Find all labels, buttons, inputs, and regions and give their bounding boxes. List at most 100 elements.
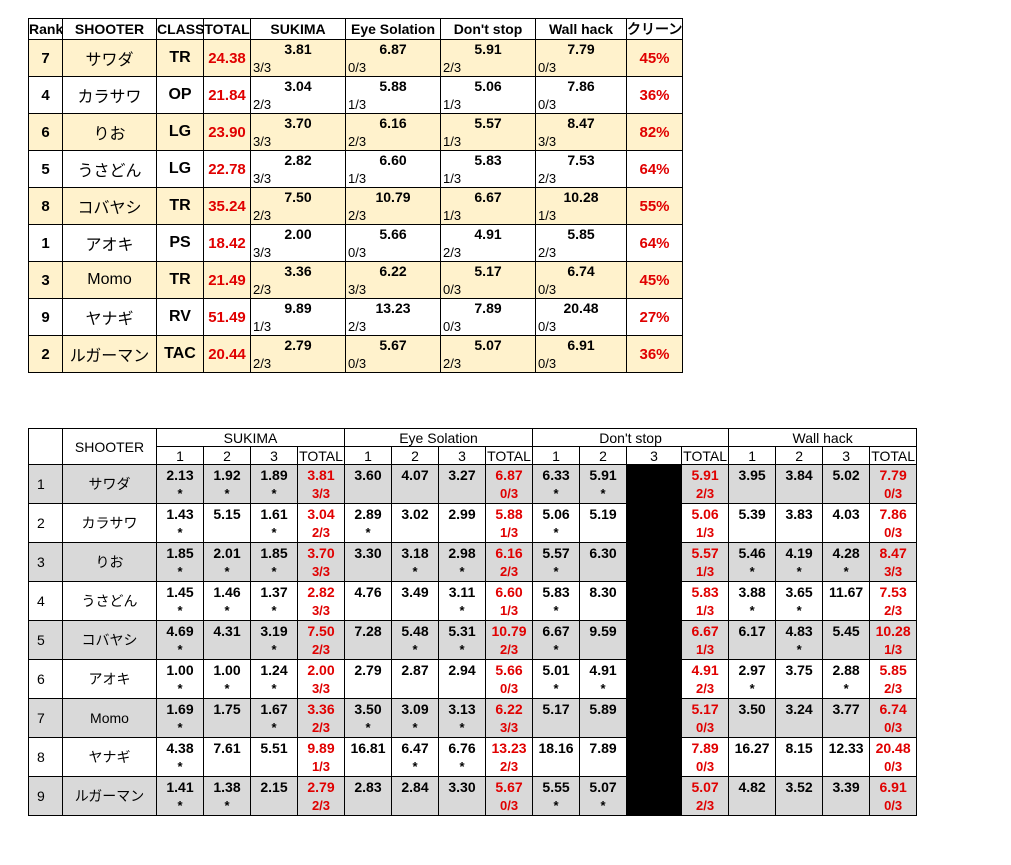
column-header: Rank (28, 18, 63, 40)
cell (490, 206, 537, 225)
sub-header: 1 (728, 446, 777, 465)
class: TAC (156, 335, 204, 373)
cell (579, 718, 628, 738)
total: 21.49 (203, 261, 251, 299)
attempt-time: 5.46 (728, 542, 777, 562)
clear-mark: * (156, 718, 204, 738)
course-clears: 0/3 (681, 757, 730, 777)
attempt-time: 1.89 (250, 464, 298, 484)
cell (822, 757, 871, 777)
cell (775, 679, 824, 699)
course-total: 7.50 (297, 620, 345, 640)
cell (579, 562, 628, 582)
data-row-sub: * 1/3 * * 2/3 0/3 0/3 (29, 757, 918, 777)
course-total: 6.67 (681, 620, 730, 640)
course-clears: 2/3 (484, 757, 534, 777)
cell (728, 757, 777, 777)
course-time: 5.06 (440, 76, 537, 95)
course-clears: 3/3 (869, 562, 918, 582)
data-row: 7 Momo 1.69 1.75 1.67 3.36 3.50 3.09 3.13 6.22 5.1… (28, 698, 918, 738)
course-time: 2.00 (249, 224, 347, 243)
course-clears: 0/3 (484, 796, 534, 816)
clear-mark: * (532, 484, 581, 504)
cell (344, 484, 392, 504)
clear-mark: * (438, 562, 486, 582)
clear-mark: * (391, 757, 439, 777)
rank: 5 (28, 150, 63, 188)
attempt-time: 1.41 (156, 776, 204, 796)
row-number: 4 (28, 581, 63, 621)
course-total: 7.89 (681, 737, 730, 757)
course-total: 3.70 (297, 542, 345, 562)
course-clears: 1/3 (681, 640, 730, 660)
course-total: 2.00 (297, 659, 345, 679)
column-header: TOTAL (203, 18, 251, 40)
course-time: 13.23 (345, 298, 442, 317)
course-clears: 3/3 (535, 132, 586, 151)
clear-mark: * (438, 640, 486, 660)
attempt-time: 8.15 (775, 737, 824, 757)
sub-header: 3 (250, 446, 298, 465)
data-row-sub: * * 2/3 * * 2/3 * 1/3 * 1/3 (29, 640, 918, 660)
data-row: 9 ルガーマン 1.41 1.38 2.15 2.79 2.83 2.84 3.30 5.67 5.… (28, 776, 918, 816)
course-clears: 2/3 (297, 796, 345, 816)
course-time: 6.60 (345, 150, 442, 169)
clean-rate: 45% (626, 39, 684, 77)
attempt-time: 1.43 (156, 503, 204, 523)
sub-header: 2 (391, 446, 439, 465)
course-clears: 1/3 (440, 95, 491, 114)
row-number: 3 (28, 542, 63, 582)
cell (585, 206, 628, 225)
course-total: 5.83 (681, 581, 730, 601)
column-header: SHOOTER (62, 428, 157, 465)
clear-mark: * (438, 718, 486, 738)
data-row-sub: * * 2/3 0/3 * * 2/3 0/3 (29, 796, 918, 816)
total: 35.24 (203, 187, 251, 225)
clear-mark: * (156, 562, 204, 582)
data-row: 8 コバヤシ TR 35.24 7.50 10.79 6.67 10.28 55% (28, 187, 684, 225)
attempt-time: 1.61 (250, 503, 298, 523)
course-clears: 2/3 (250, 280, 301, 299)
course-clears: 1/3 (535, 206, 586, 225)
shooter: ヤナギ (62, 298, 157, 336)
course-clears: 2/3 (297, 640, 345, 660)
cell (395, 317, 442, 336)
clean-rate: 45% (626, 261, 684, 299)
course-time: 5.57 (440, 113, 537, 132)
cell (532, 757, 581, 777)
clear-mark: * (156, 679, 204, 699)
blank-cell (626, 620, 683, 660)
attempt-time: 3.30 (438, 776, 486, 796)
course-clears: 2/3 (484, 640, 534, 660)
cell (344, 796, 392, 816)
attempt-time: 1.75 (203, 698, 251, 718)
course-total: 8.47 (869, 542, 918, 562)
attempt-time: 3.50 (344, 698, 392, 718)
attempt-time: 3.24 (775, 698, 824, 718)
sub-header: TOTAL (869, 446, 918, 465)
course-header: SUKIMA (156, 428, 345, 447)
attempt-time: 5.89 (579, 698, 628, 718)
course-total: 5.91 (681, 464, 730, 484)
attempt-time: 1.00 (156, 659, 204, 679)
cell (490, 354, 537, 373)
data-row-sub: * * 2/3 * * * 3/3 0/3 0/3 (29, 718, 918, 738)
cell (300, 206, 347, 225)
course-header: Wall hack (728, 428, 918, 447)
sub-header: 2 (775, 446, 824, 465)
course-header: Don't stop (532, 428, 730, 447)
cell (775, 757, 824, 777)
cell (822, 718, 871, 738)
data-row-sub: * * * 3/3 * 1/3 * 1/3 * * 2/3 (29, 601, 918, 621)
course-time: 5.67 (345, 335, 442, 354)
course-clears: 1/3 (345, 169, 396, 188)
course-clears: 2/3 (681, 679, 730, 699)
attempt-time: 3.75 (775, 659, 824, 679)
attempt-time: 3.77 (822, 698, 871, 718)
course-time: 3.36 (249, 261, 347, 280)
data-row: 6 りお LG 23.90 3.70 6.16 5.57 8.47 82% (28, 113, 684, 151)
course-clears: 2/3 (484, 562, 534, 582)
course-time: 6.16 (345, 113, 442, 132)
attempt-time: 5.02 (822, 464, 871, 484)
cell (585, 280, 628, 299)
